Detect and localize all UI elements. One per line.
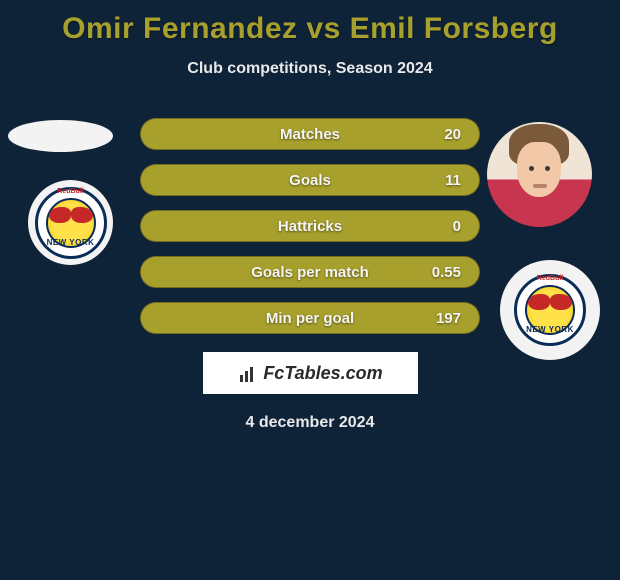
team-left-badge: RedBull NEW YORK [28, 180, 113, 265]
stat-bar: Min per goal 197 [140, 302, 480, 334]
source-logo[interactable]: FcTables.com [203, 352, 418, 394]
redbull-badge-icon: RedBull NEW YORK [514, 274, 586, 346]
badge-bottom-text: NEW YORK [35, 238, 107, 247]
redbull-badge-icon: RedBull NEW YORK [35, 187, 107, 259]
stat-bar: Hattricks 0 [140, 210, 480, 242]
stat-label: Matches [280, 126, 340, 143]
stat-value-right: 0 [453, 218, 461, 235]
stat-bar: Matches 20 [140, 118, 480, 150]
badge-top-text: RedBull [514, 275, 586, 282]
face-icon [487, 122, 592, 227]
stat-label: Goals [289, 172, 331, 189]
date-label: 4 december 2024 [0, 414, 620, 432]
player-right-avatar [487, 122, 592, 227]
logo-text: FcTables.com [263, 363, 382, 384]
page-title: Omir Fernandez vs Emil Forsberg [0, 0, 620, 46]
chart-icon [237, 364, 259, 382]
stat-value-right: 0.55 [432, 264, 461, 281]
stat-value-right: 197 [436, 310, 461, 327]
badge-bottom-text: NEW YORK [514, 325, 586, 334]
stat-label: Goals per match [251, 264, 369, 281]
stat-value-right: 11 [445, 172, 461, 189]
badge-top-text: RedBull [35, 188, 107, 195]
subtitle: Club competitions, Season 2024 [0, 60, 620, 78]
stat-value-right: 20 [444, 126, 461, 143]
player-left-avatar [8, 120, 113, 152]
stat-label: Hattricks [278, 218, 342, 235]
stat-label: Min per goal [266, 310, 354, 327]
stat-bar: Goals 11 [140, 164, 480, 196]
team-right-badge: RedBull NEW YORK [500, 260, 600, 360]
stat-bar: Goals per match 0.55 [140, 256, 480, 288]
